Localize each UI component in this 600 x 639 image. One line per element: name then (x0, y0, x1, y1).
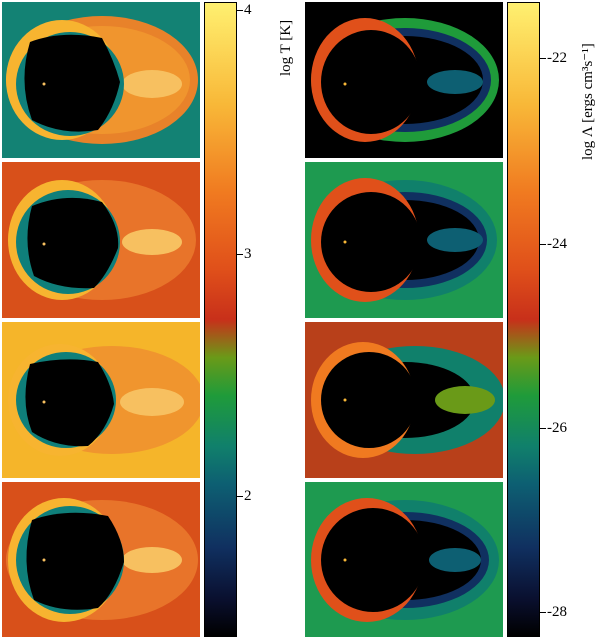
cooling-panel-4 (305, 482, 503, 637)
temperature-colorbar-title: log T [K] (278, 19, 294, 76)
cooling-panel-3 (305, 322, 503, 478)
cooling-panel-2 (305, 162, 503, 318)
cooling-colorbar (507, 2, 540, 637)
cooling-tick-24 (540, 244, 546, 245)
temperature-tick-label-3: 3 (244, 246, 252, 262)
cooling-panel-1 (305, 2, 503, 158)
cooling-tick-28 (540, 612, 546, 613)
temperature-tick-label-4: 4 (244, 2, 252, 18)
temperature-panel-1 (2, 2, 200, 158)
temperature-colorbar (204, 2, 237, 637)
cooling-tick-label-22: -22 (547, 50, 567, 66)
temperature-panel-3 (2, 322, 200, 478)
temperature-tick-3 (237, 254, 243, 255)
cooling-tick-label-28: -28 (547, 604, 567, 620)
temperature-panel-2 (2, 162, 200, 318)
cooling-tick-22 (540, 58, 546, 59)
cooling-colorbar-title: log Λ [ergs cm³s⁻¹] (580, 43, 596, 160)
cooling-tick-label-26: -26 (547, 420, 567, 436)
temperature-tick-2 (237, 496, 243, 497)
cooling-tick-label-24: -24 (547, 236, 567, 252)
cooling-tick-26 (540, 428, 546, 429)
temperature-panel-4 (2, 482, 200, 637)
temperature-tick-4 (237, 10, 243, 11)
temperature-tick-label-2: 2 (244, 488, 252, 504)
